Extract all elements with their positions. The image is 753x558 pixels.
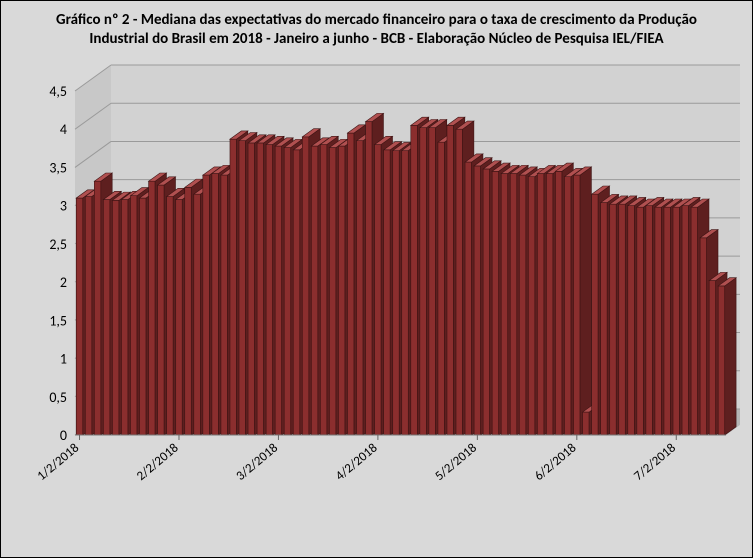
svg-text:1,5: 1,5 [49,312,67,329]
svg-text:2/2/2018: 2/2/2018 [134,440,182,484]
svg-text:6/2/2018: 6/2/2018 [532,440,580,484]
chart-plot-area: 0 0,5 1 1,5 2 2,5 3 3,5 4 4,5 1/2/2018 2/2/2018 3/2/… [15,55,738,552]
svg-text:4/2/2018: 4/2/2018 [333,440,381,484]
svg-text:3/2/2018: 3/2/2018 [233,440,281,484]
svg-text:1/2/2018: 1/2/2018 [34,440,82,484]
bar-chart-3d: 0 0,5 1 1,5 2 2,5 3 3,5 4 4,5 1/2/2018 2/2/2018 3/2/… [15,55,740,525]
svg-text:0,5: 0,5 [49,388,67,405]
svg-text:1: 1 [60,350,67,367]
svg-text:3: 3 [60,197,67,214]
figure-frame: Gráfico nº 2 - Mediana das expectativas … [0,0,753,558]
chart-title: Gráfico nº 2 - Mediana das expectativas … [15,11,738,55]
svg-text:4: 4 [60,121,67,138]
svg-text:3,5: 3,5 [49,159,67,176]
svg-text:7/2/2018: 7/2/2018 [631,440,679,484]
svg-text:5/2/2018: 5/2/2018 [432,440,480,484]
svg-text:2,5: 2,5 [49,235,67,252]
svg-text:0: 0 [60,427,67,444]
svg-text:4,5: 4,5 [49,83,67,100]
svg-text:2: 2 [60,274,67,291]
